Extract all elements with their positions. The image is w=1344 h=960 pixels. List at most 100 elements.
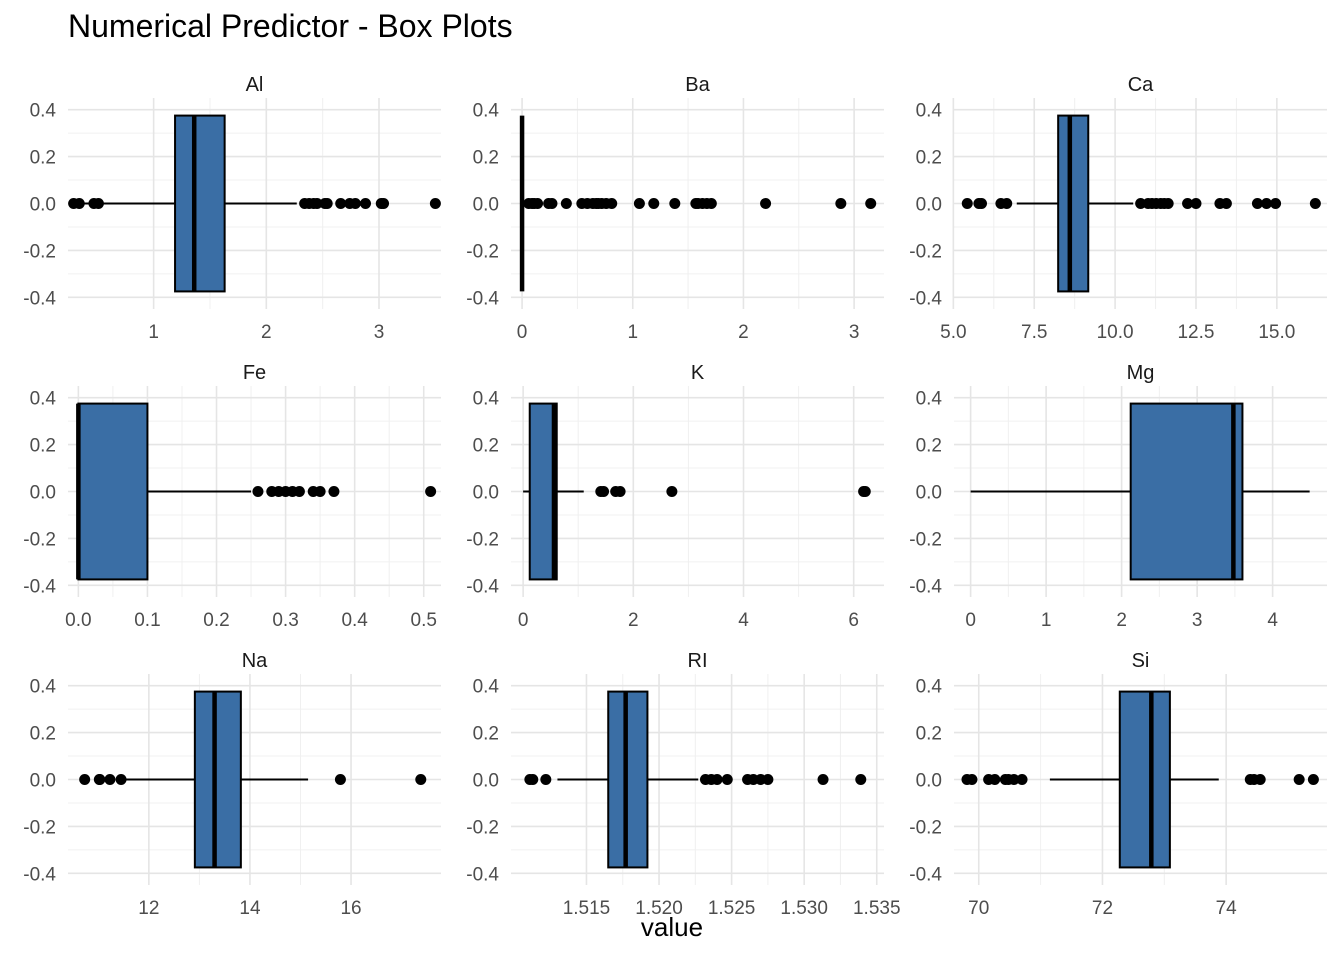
panel-ca-box bbox=[1057, 114, 1090, 293]
panel-ba-x-tick-label: 3 bbox=[849, 322, 860, 343]
panel-si-box bbox=[1118, 690, 1171, 869]
panel-fe-y-tick-label: 0.4 bbox=[30, 389, 57, 410]
panel-si-title: Si bbox=[1132, 650, 1150, 672]
panel-ca-outlier-point bbox=[1182, 198, 1194, 209]
panel-al-y-tick-label: 0.0 bbox=[30, 195, 56, 216]
panel-al-outlier-point bbox=[359, 198, 371, 209]
panel-al-x-tick-label: 2 bbox=[261, 322, 272, 343]
panel-si-outlier-point bbox=[989, 774, 1001, 785]
panel-ca-outlier-point bbox=[1251, 198, 1263, 209]
panel-ca-x-tick-label: 12.5 bbox=[1177, 322, 1214, 343]
panel-al-outlier-point bbox=[311, 198, 323, 209]
panel-ba-y-tick-label: 0.4 bbox=[473, 101, 500, 122]
panel-mg-title: Mg bbox=[1127, 362, 1155, 384]
panel-si-y-tick-label: 0.2 bbox=[916, 724, 942, 745]
panel-fe-x-tick-label: 0.4 bbox=[341, 610, 368, 631]
panel-na-box bbox=[193, 690, 242, 869]
panel-na-y-tick-label: 0.2 bbox=[30, 724, 56, 745]
panel-mg-y-tick-label: -0.2 bbox=[909, 529, 942, 550]
panel-mg-x-tick-label: 0 bbox=[965, 610, 976, 631]
panel-al-outlier-point bbox=[378, 198, 390, 209]
panel-na-y-tick-label: -0.2 bbox=[23, 817, 56, 838]
panel-mg-y-tick-label: 0.2 bbox=[916, 436, 942, 457]
panel-fe-x-tick-label: 0.3 bbox=[272, 610, 298, 631]
panel-ca-y-tick-label: 0.2 bbox=[916, 148, 942, 169]
panel-ba-outlier-point bbox=[835, 198, 847, 209]
panel-fe-x-tick-label: 0.5 bbox=[411, 610, 437, 631]
panel-ba-y-tick-label: 0.2 bbox=[473, 148, 499, 169]
panel-al-y-tick-label: -0.4 bbox=[23, 288, 56, 309]
panel-mg-y-tick-label: 0.0 bbox=[916, 483, 942, 504]
panel-si-outlier-point bbox=[1293, 774, 1305, 785]
panel-fe-title: Fe bbox=[243, 362, 266, 384]
panel-ca-y-tick-label: -0.2 bbox=[909, 241, 942, 262]
panel-al-outlier-point bbox=[321, 198, 333, 209]
panel-si-y-tick-label: 0.0 bbox=[916, 771, 942, 792]
panel-fe-y-tick-label: 0.0 bbox=[30, 483, 56, 504]
panel-ba-outlier-point bbox=[560, 198, 572, 209]
panel-fe-outlier-point bbox=[314, 486, 326, 497]
panel-fe-y-tick-label: -0.4 bbox=[23, 576, 56, 597]
panel-mg-x-tick-label: 4 bbox=[1267, 610, 1278, 631]
panel-k-title: K bbox=[691, 362, 705, 384]
panel-na-title: Na bbox=[242, 650, 268, 672]
panel-mg-x-tick-label: 3 bbox=[1192, 610, 1203, 631]
panel-mg-y-tick-label: -0.4 bbox=[909, 576, 942, 597]
panel-ca-outlier-point bbox=[1220, 198, 1232, 209]
panel-ri-y-tick-label: -0.4 bbox=[466, 864, 499, 885]
panel-ri-y-tick-label: 0.4 bbox=[473, 677, 500, 698]
panel-al-title: Al bbox=[246, 74, 264, 96]
panel-ba-y-tick-label: -0.2 bbox=[466, 241, 499, 262]
panel-al-outlier-point bbox=[92, 198, 104, 209]
chart-title: Numerical Predictor - Box Plots bbox=[68, 8, 513, 44]
panel-fe-outlier-point bbox=[252, 486, 264, 497]
panel-k-x-tick-label: 2 bbox=[628, 610, 639, 631]
panel-ca-y-tick-label: -0.4 bbox=[909, 288, 942, 309]
panel-ba-outlier-point bbox=[606, 198, 618, 209]
panel-ba-y-tick-label: -0.4 bbox=[466, 288, 499, 309]
panel-ba-x-tick-label: 2 bbox=[738, 322, 749, 343]
panel-na-outlier-point bbox=[115, 774, 127, 785]
panel-k-y-tick-label: -0.2 bbox=[466, 529, 499, 550]
panel-ca-x-tick-label: 5.0 bbox=[940, 322, 966, 343]
panel-ca-outlier-point bbox=[1261, 198, 1273, 209]
panel-ca-outlier-point bbox=[1309, 198, 1321, 209]
panel-ca-outlier-point bbox=[961, 198, 973, 209]
panel-ri-outlier-point bbox=[855, 774, 867, 785]
panel-na-x-tick-label: 14 bbox=[239, 898, 261, 919]
panel-si-outlier-point bbox=[966, 774, 978, 785]
panel-ba-y-tick-label: 0.0 bbox=[473, 195, 499, 216]
panel-si-x-tick-label: 70 bbox=[968, 898, 989, 919]
panel-na-outlier-point bbox=[79, 774, 91, 785]
panel-si-x-tick-label: 74 bbox=[1216, 898, 1238, 919]
panel-k-outlier-point bbox=[598, 486, 610, 497]
panel-ba-outlier-point bbox=[705, 198, 717, 209]
panel-al-y-tick-label: 0.4 bbox=[30, 101, 57, 122]
panel-al-x-tick-label: 1 bbox=[148, 322, 159, 343]
panel-si-outlier-point bbox=[1307, 774, 1319, 785]
panel-ri-outlier-point bbox=[540, 774, 552, 785]
panel-na-y-tick-label: 0.0 bbox=[30, 771, 56, 792]
panel-si-outlier-point bbox=[1008, 774, 1020, 785]
panel-mg-box bbox=[1129, 402, 1244, 581]
panel-al-y-tick-label: -0.2 bbox=[23, 241, 56, 262]
panel-al-y-tick-label: 0.2 bbox=[30, 148, 56, 169]
panel-si-outlier-point bbox=[1016, 774, 1028, 785]
panel-na-outlier-point bbox=[415, 774, 427, 785]
panel-ca-x-tick-label: 10.0 bbox=[1097, 322, 1134, 343]
panel-ba-outlier-point bbox=[865, 198, 877, 209]
panel-si-outlier-point bbox=[1254, 774, 1266, 785]
panel-k-outlier-point bbox=[666, 486, 678, 497]
panel-ca-outlier-point bbox=[975, 198, 987, 209]
panel-ri-outlier-point bbox=[817, 774, 829, 785]
panel-ca-title: Ca bbox=[1128, 74, 1154, 96]
panel-ri-x-tick-label: 1.535 bbox=[853, 898, 901, 919]
panel-ca-outlier-point bbox=[1190, 198, 1202, 209]
panel-fe-y-tick-label: 0.2 bbox=[30, 436, 56, 457]
x-axis-label: value bbox=[640, 912, 704, 942]
panel-fe-x-tick-label: 0.0 bbox=[65, 610, 91, 631]
panel-fe-box bbox=[77, 402, 149, 581]
panel-ri-outlier-point bbox=[762, 774, 774, 785]
panel-ba-title: Ba bbox=[685, 74, 710, 96]
